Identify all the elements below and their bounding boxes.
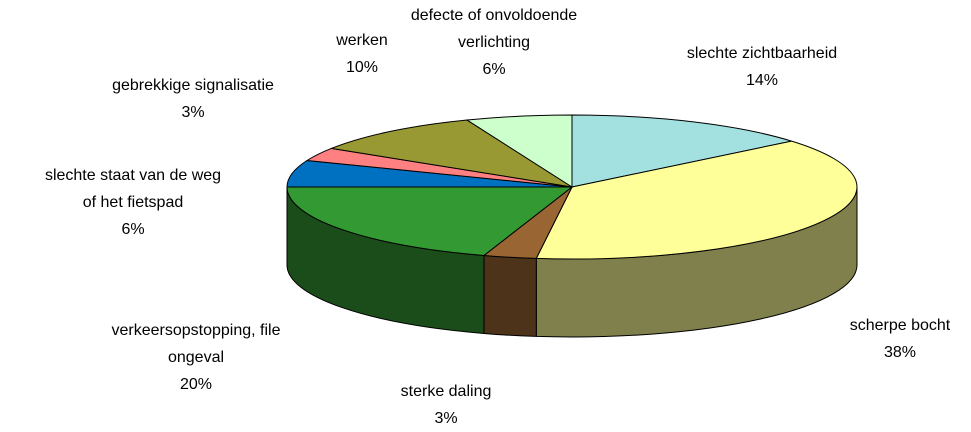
slice [329, 119, 573, 188]
category-label: sterke daling [401, 383, 492, 400]
category-label: verkeersopstopping, file ongeval [112, 322, 281, 366]
category-label: defecte of onvoldoende verlichting [411, 7, 577, 51]
category-label-line: defecte of onvoldoende [411, 7, 577, 24]
category-label-line: of het fietspad [83, 194, 184, 211]
slice-side [483, 254, 537, 337]
category-label-line: verlichting [458, 34, 530, 51]
value-label: 6% [482, 61, 505, 78]
category-label: scherpe bocht [850, 317, 951, 334]
category-label-line: slechte staat van de weg [45, 167, 221, 184]
value-label: 38% [884, 344, 916, 361]
category-label-line: slechte zichtbaarheid [687, 45, 837, 62]
value-label: 3% [181, 104, 204, 121]
category-label-line: werken [335, 32, 388, 49]
category-label-line: gebrekkige signalisatie [112, 77, 274, 94]
slice [535, 140, 858, 260]
value-label: 20% [180, 376, 212, 393]
category-label: slechte zichtbaarheid [687, 45, 837, 62]
value-label: 3% [434, 410, 457, 427]
category-label-line: verkeersopstopping, file [112, 322, 281, 339]
slice [571, 114, 792, 188]
category-label: slechte staat van de weg of het fietspad [45, 167, 221, 211]
value-label: 10% [346, 59, 378, 76]
slice [465, 114, 573, 188]
category-label: gebrekkige signalisatie [112, 77, 274, 94]
value-label: 14% [746, 72, 778, 89]
category-label-line: sterke daling [401, 383, 492, 400]
category-label: werken [335, 32, 388, 49]
category-label-line: ongeval [168, 349, 224, 366]
category-label-line: scherpe bocht [850, 317, 951, 334]
slice [286, 186, 574, 256]
value-label: 6% [121, 221, 144, 238]
